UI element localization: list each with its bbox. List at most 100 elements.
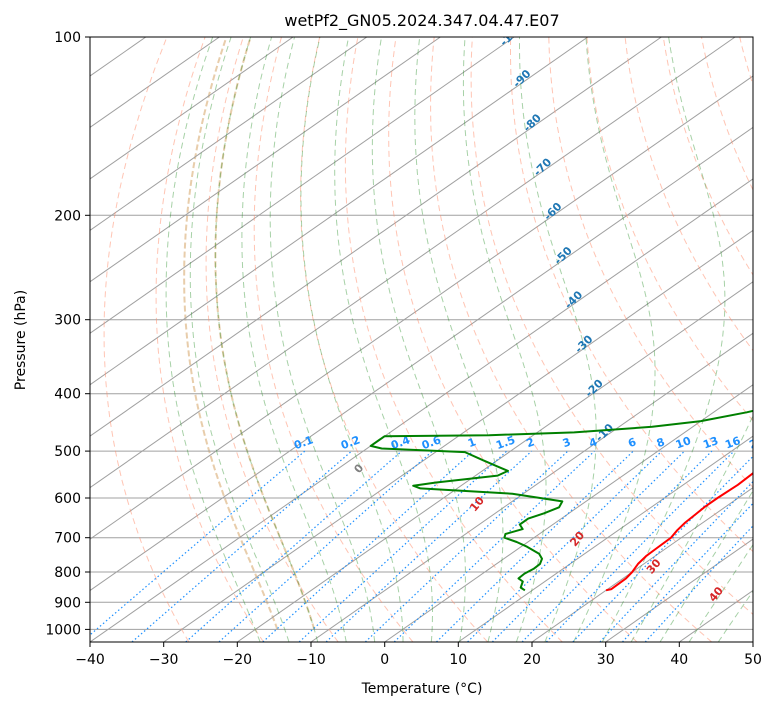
sounding-profiles: [369, 409, 753, 592]
mixing-ratio-label: 2: [525, 435, 537, 450]
x-tick-label: 10: [449, 652, 467, 668]
mixing-ratio-line: [325, 450, 533, 642]
mixing-ratio-label: 10: [674, 434, 693, 452]
x-tick-label: −20: [223, 652, 253, 668]
moist-adiabat-line: [688, 543, 753, 642]
moist-adiabat-line: [601, 37, 726, 642]
dry-adiabat-line: [510, 37, 753, 553]
mixing-ratio-label: 0.1: [292, 433, 315, 452]
dry-adiabat-line: [155, 37, 264, 642]
temperature-profile-line: [605, 471, 753, 592]
x-axis-ticks: −40 −30 −20 −10 0 10 20 30 40 50: [75, 642, 762, 668]
dendritic-growth-zone: [183, 37, 316, 630]
isotherm-line: [90, 37, 441, 283]
x-tick-label: 30: [597, 652, 615, 668]
dry-adiabat-line: [548, 37, 753, 488]
dry-adiabat-line: [205, 37, 339, 642]
moist-adiabat-line: [334, 37, 433, 642]
mixing-ratio-lines: [90, 450, 753, 642]
dry-adiabat-line: [344, 37, 563, 642]
moist-adiabat-line: [214, 37, 319, 642]
x-tick-label: 50: [744, 652, 762, 668]
mixing-ratio-label: 8: [655, 435, 667, 450]
dewpoint-profile-line: [369, 409, 753, 592]
dry-adiabat-line: [253, 37, 414, 642]
isotherm-line: [458, 435, 753, 642]
mixing-ratio-label: 1.5: [494, 433, 517, 452]
y-tick-label: 400: [54, 387, 81, 403]
moist-adiabat-line: [519, 37, 597, 642]
y-tick-label: 700: [54, 531, 81, 547]
y-tick-label: 200: [54, 208, 81, 224]
dry-adiabat-line: [388, 37, 638, 642]
mixing-ratio-label: 0.6: [420, 433, 443, 452]
isobar-gridlines: [90, 37, 753, 630]
dendritic-zone-line: [183, 37, 279, 630]
isotherm-line: [90, 178, 753, 642]
isotherm-lines: [90, 37, 753, 642]
dry-adiabat-line: [430, 37, 713, 642]
mixing-ratio-line: [572, 455, 753, 642]
isotherm-line: [90, 37, 589, 386]
mixing-ratio-line: [491, 450, 685, 642]
mixing-ratio-line: [521, 450, 713, 642]
dry-adiabat-line: [662, 37, 753, 276]
y-axis-ticks: 100 200 300 400 500 600 700 800 900 1000: [45, 30, 90, 638]
dry-adiabat-line: [470, 37, 753, 615]
isotherm-line: [90, 37, 368, 231]
mixing-ratio-line: [131, 450, 353, 642]
mixing-ratio-line: [90, 450, 306, 636]
y-axis-title: Pressure (hPa): [13, 290, 29, 390]
mixing-ratio-line: [545, 450, 735, 642]
x-axis-title: Temperature (°C): [361, 681, 483, 697]
isotherm-line: [237, 281, 753, 642]
y-tick-label: 500: [54, 444, 81, 460]
moist-adiabat-line: [717, 590, 753, 642]
isotherm-line: [90, 37, 736, 489]
moist-adiabat-line: [269, 37, 376, 642]
isotherm-line: [163, 229, 753, 642]
moist-adiabat-line: [462, 37, 547, 642]
mixing-ratio-label: 1: [466, 435, 478, 450]
y-tick-label: 600: [54, 491, 81, 507]
moist-adiabat-lines: [165, 37, 753, 642]
moist-adiabat-line: [189, 37, 290, 642]
y-tick-label: 300: [54, 313, 81, 329]
y-tick-label: 100: [54, 30, 81, 46]
isotherm-line: [90, 37, 515, 334]
isotherm-label: -100: [497, 20, 526, 49]
y-tick-label: 800: [54, 565, 81, 581]
mixing-ratio-line: [467, 450, 663, 642]
mixing-ratio-line: [298, 450, 508, 642]
mixing-ratio-label: 3: [561, 435, 573, 450]
isotherm-line: [90, 126, 753, 592]
mixing-ratio-label: 0.4: [389, 433, 412, 452]
x-tick-label: 0: [380, 652, 389, 668]
mixing-ratio-line: [435, 450, 634, 642]
mixing-ratio-label: 0.2: [339, 433, 362, 452]
mixing-ratio-label: 16: [723, 434, 742, 452]
chart-title: wetPf2_GN05.2024.347.04.47.E07: [284, 11, 559, 31]
mixing-ratio-label: 13: [701, 434, 720, 451]
x-tick-label: 20: [523, 652, 541, 668]
dry-adiabat-line: [300, 37, 488, 642]
moist-adiabat-line: [300, 37, 404, 642]
plot-area: 0.10.20.40.611.52346810131620253036-100-…: [90, 20, 753, 642]
isotherm-line: [90, 75, 753, 540]
y-tick-label: 1000: [45, 622, 81, 638]
mixing-ratio-label: 6: [626, 435, 638, 450]
isotherm-line: [531, 487, 753, 642]
x-tick-label: −10: [296, 652, 326, 668]
x-tick-label: −40: [75, 652, 105, 668]
moist-adiabat-line: [165, 37, 261, 642]
mixing-ratio-label: 4: [587, 435, 599, 450]
isotherm-line: [90, 37, 662, 437]
dry-adiabat-line: [586, 37, 753, 422]
y-tick-label: 900: [54, 595, 81, 611]
dry-adiabat-line: [624, 37, 753, 352]
moist-adiabat-line: [371, 37, 466, 642]
x-tick-label: −30: [149, 652, 179, 668]
x-tick-label: 40: [670, 652, 688, 668]
isotherm-line: [90, 37, 294, 180]
